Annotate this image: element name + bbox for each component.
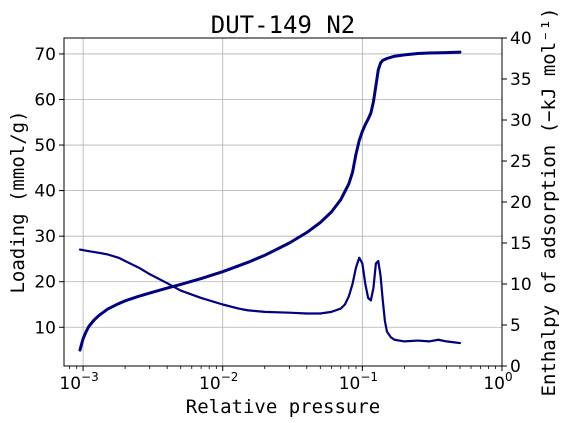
y-tick-label-right: 5 bbox=[510, 316, 521, 336]
x-axis-label: Relative pressure bbox=[186, 396, 380, 418]
y-tick-label-right: 10 bbox=[510, 275, 532, 295]
y-tick-label-left: 10 bbox=[34, 318, 56, 338]
y-tick-label-right: 20 bbox=[510, 193, 532, 213]
y-tick-label-right: 25 bbox=[510, 152, 532, 172]
grid bbox=[64, 38, 503, 366]
y-tick-label-left: 60 bbox=[34, 91, 56, 111]
ticks: 10−3 10−2 10−1 100 10 20 30 40 50 60 70 0 5 10 15 20 25 3… bbox=[34, 29, 531, 394]
loading-series-line bbox=[78, 50, 462, 352]
plot-frame bbox=[63, 37, 503, 367]
x-tick-label: 10−3 bbox=[59, 370, 98, 394]
y-tick-label-right: 35 bbox=[510, 70, 532, 90]
y-tick-label-left: 20 bbox=[34, 273, 56, 293]
x-tick-label: 100 bbox=[483, 370, 512, 394]
y-tick-label-left: 70 bbox=[34, 45, 56, 65]
y-tick-label-right: 30 bbox=[510, 111, 532, 131]
y-tick-label-left: 50 bbox=[34, 136, 56, 156]
y-axis-label-left: Loading (mmol/g) bbox=[7, 110, 29, 293]
y-tick-label-right: 15 bbox=[510, 234, 532, 254]
x-tick-label: 10−1 bbox=[339, 370, 378, 394]
y-axis-label-right: Enthalpy of adsorption (−kJ mol⁻¹) bbox=[538, 8, 560, 397]
y-tick-label-left: 30 bbox=[34, 227, 56, 247]
enthalpy-series-line bbox=[78, 248, 462, 345]
y-tick-label-right: 40 bbox=[510, 29, 532, 49]
series-layer bbox=[78, 50, 462, 352]
y-tick-label-right: 0 bbox=[510, 357, 521, 377]
y-tick-label-left: 40 bbox=[34, 182, 56, 202]
chart-title: DUT-149 N2 bbox=[211, 11, 356, 39]
x-tick-label: 10−2 bbox=[199, 370, 238, 394]
